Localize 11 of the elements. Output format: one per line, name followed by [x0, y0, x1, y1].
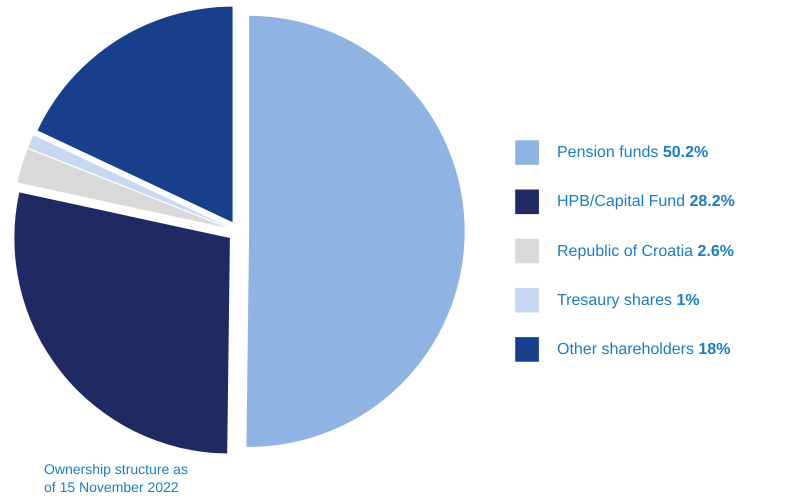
legend-label: Tresaury shares	[557, 292, 672, 309]
legend-label: HPB/Capital Fund	[557, 193, 686, 210]
legend-label: Other shareholders	[557, 341, 694, 358]
data-label: 50.2%	[662, 144, 708, 161]
text: Ownership structure as of 15 November 2022	[44, 461, 188, 496]
data-label: 2.6%	[698, 243, 734, 260]
data-label: 28.2%	[690, 193, 735, 210]
legend-label: Republic of Croatia	[557, 243, 694, 260]
data-label: 1%	[676, 292, 700, 309]
data-label: 18%	[698, 341, 730, 358]
legend-label: Pension funds	[557, 144, 658, 161]
